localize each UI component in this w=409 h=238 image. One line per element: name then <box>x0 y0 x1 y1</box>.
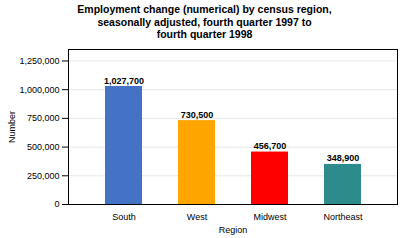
svg-text:Midwest: Midwest <box>253 211 287 221</box>
svg-text:Number: Number <box>7 110 17 142</box>
svg-text:1,027,700: 1,027,700 <box>104 75 144 85</box>
svg-text:1,000,000: 1,000,000 <box>19 84 59 94</box>
svg-text:348,900: 348,900 <box>327 153 360 163</box>
svg-text:0: 0 <box>54 199 59 209</box>
svg-text:730,500: 730,500 <box>181 109 214 119</box>
svg-text:456,700: 456,700 <box>254 141 287 151</box>
svg-text:1,250,000: 1,250,000 <box>19 55 59 65</box>
svg-text:250,000: 250,000 <box>27 170 60 180</box>
svg-text:750,000: 750,000 <box>27 113 60 123</box>
svg-text:West: West <box>187 211 208 221</box>
svg-text:500,000: 500,000 <box>27 141 60 151</box>
html-text:Employment change (numerical): Employment change (numerical) by census … <box>77 3 332 40</box>
svg-text:Region: Region <box>219 224 248 234</box>
svg-text:South: South <box>112 211 136 221</box>
svg-text:Northeast: Northeast <box>323 211 363 221</box>
